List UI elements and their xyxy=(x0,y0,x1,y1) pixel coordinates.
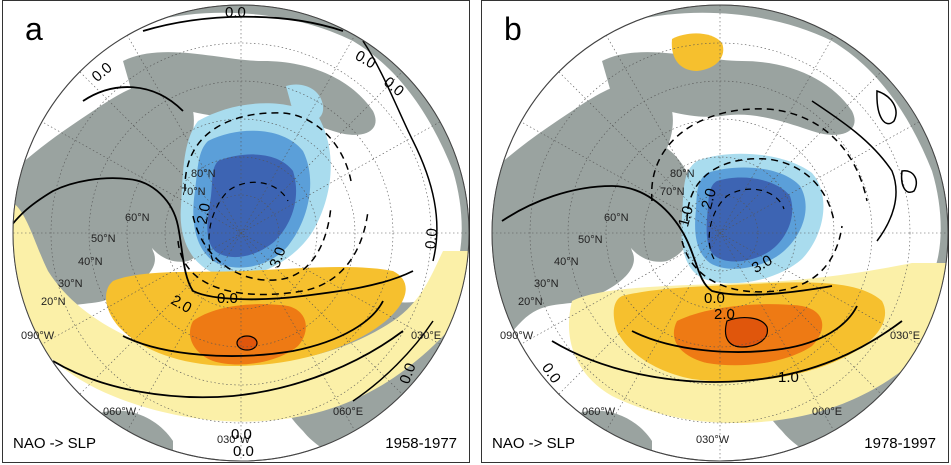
pos-anomaly-light xyxy=(13,200,469,422)
contour-label: 0.0 xyxy=(396,361,419,386)
lat-label: 60°N xyxy=(125,212,150,224)
contour-label: 0.0 xyxy=(225,4,246,21)
contour-label: 0.0 xyxy=(233,443,254,460)
lat-label: 20°N xyxy=(41,296,66,308)
map-panel-a: 80°N 70°N 60°N 50°N 40°N 30°N 20°N 090°W… xyxy=(2,0,470,463)
contour-label: 0.0 xyxy=(422,227,441,249)
lat-label: 70°N xyxy=(660,186,685,198)
contour-label: 1.0 xyxy=(675,204,697,229)
pos-anomaly-dark xyxy=(189,304,306,365)
lat-label: 60°N xyxy=(604,212,629,224)
panel-letter: b xyxy=(504,11,522,47)
polar-map-a: 80°N 70°N 60°N 50°N 40°N 30°N 20°N 090°W… xyxy=(12,4,469,462)
lon-label: 030°E xyxy=(411,330,441,342)
pos-anomaly-max xyxy=(724,317,768,348)
lon-label: 060°W xyxy=(582,406,616,418)
contour-label: 1.0 xyxy=(778,369,799,386)
contour-label: 0.0 xyxy=(217,290,238,307)
contour-label: 3.0 xyxy=(266,245,289,270)
index-label: NAO -> SLP xyxy=(492,435,575,452)
pos-anomaly-max xyxy=(236,335,258,351)
lat-label: 50°N xyxy=(578,234,603,246)
lat-label: 40°N xyxy=(554,256,579,268)
lon-label: 030°W xyxy=(217,434,251,446)
lat-label: 50°N xyxy=(91,233,116,245)
lat-label: 30°N xyxy=(58,278,83,290)
lat-label: 70°N xyxy=(181,186,206,198)
contour-label: 2.0 xyxy=(698,187,720,212)
contours xyxy=(13,15,438,402)
lat-label: 80°N xyxy=(191,168,216,180)
lon-label: 030°E xyxy=(890,330,920,342)
neg-anomaly-dark xyxy=(706,177,793,262)
contour-label: 0.0 xyxy=(704,290,725,307)
polar-map-b: 80°N 70°N 60°N 50°N 40°N 30°N 20°N 090°W… xyxy=(491,4,948,462)
map-panel-b: 80°N 70°N 60°N 50°N 40°N 30°N 20°N 090°W… xyxy=(481,0,949,463)
contour-label: 2.0 xyxy=(194,202,214,225)
lon-label: 030°W xyxy=(696,434,730,446)
lat-label: 80°N xyxy=(670,168,695,180)
contour-label: 0.0 xyxy=(231,426,252,443)
lon-label: 090°W xyxy=(500,330,534,342)
period-label: 1978-1997 xyxy=(864,435,936,452)
neg-anomaly-dark xyxy=(207,154,297,258)
index-label: NAO -> SLP xyxy=(13,435,96,452)
lon-label: 090°W xyxy=(21,330,55,342)
lon-label: 000°E xyxy=(812,406,842,418)
contour-label: 2.0 xyxy=(714,306,735,323)
lat-label: 40°N xyxy=(78,256,103,268)
lon-label: 060°W xyxy=(103,406,137,418)
land-north-america-east xyxy=(23,148,113,298)
lat-label: 30°N xyxy=(534,278,559,290)
land-asia-top xyxy=(602,52,855,135)
neg-anomaly-east xyxy=(286,84,324,123)
panel-letter: a xyxy=(25,11,43,47)
lat-label: 20°N xyxy=(518,296,543,308)
lon-label: 060°E xyxy=(333,406,363,418)
pos-anomaly-top xyxy=(671,33,724,71)
period-label: 1958-1977 xyxy=(385,435,457,452)
